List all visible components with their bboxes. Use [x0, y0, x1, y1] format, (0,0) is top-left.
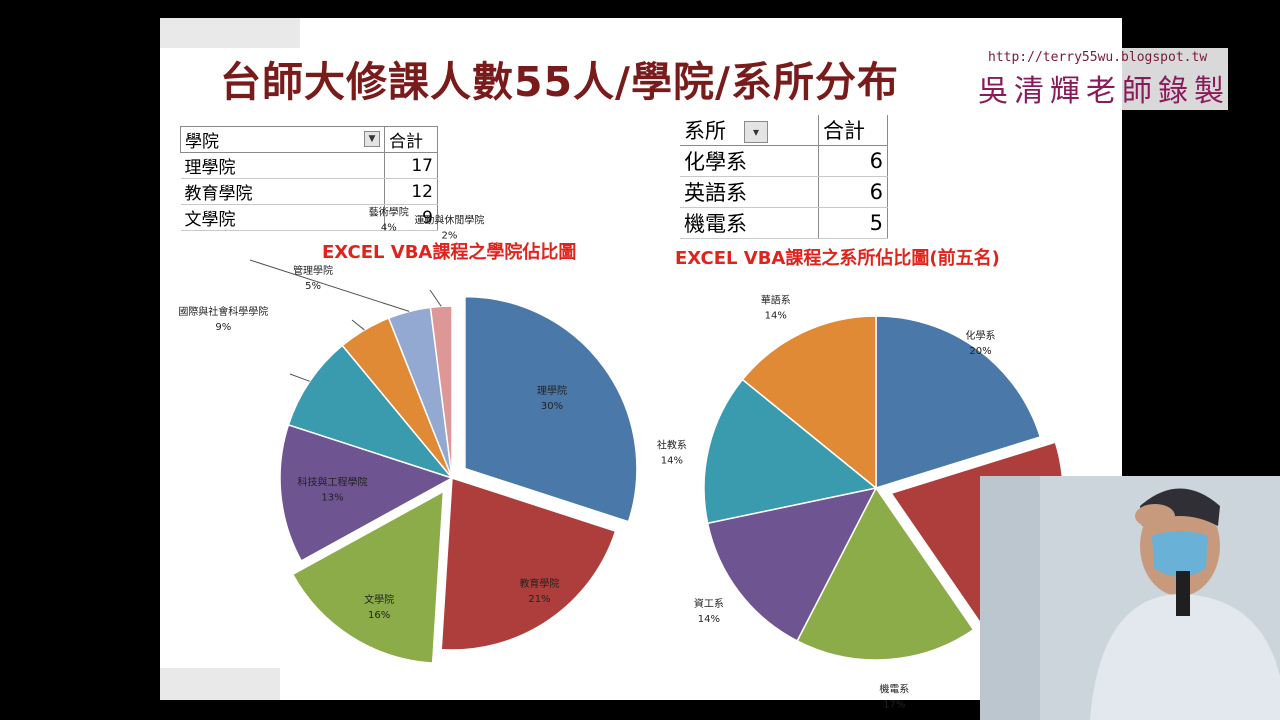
college-slice — [440, 476, 617, 651]
college-slice — [287, 344, 455, 480]
college-chart-title: EXCEL VBA課程之學院佔比圖 — [322, 242, 577, 263]
college-header-cell[interactable]: 學院 ▼ — [180, 126, 385, 153]
college-slice-percent: 21% — [528, 594, 550, 605]
dept-slice-percent: 14% — [698, 614, 720, 625]
college-count: 9 — [384, 204, 438, 231]
college-leader-line — [249, 259, 410, 312]
table-row: 化學系 6 — [680, 145, 888, 177]
college-header-total: 合計 — [384, 126, 438, 153]
presenter-camera-overlay — [980, 476, 1280, 720]
dept-slice — [741, 315, 877, 490]
college-slice — [291, 490, 445, 664]
presenter-image — [980, 476, 1280, 720]
college-pie-chart: 理學院 30% 教育學院 21% 文學院 16% 科技與工程學院 13% 國際與社會科學學院 9%… — [178, 206, 638, 664]
slide-decoration-top — [160, 18, 300, 48]
dept-slice-label: 社教系 — [657, 438, 687, 451]
watermark-url: http://terry55wu.blogspot.tw — [988, 50, 1208, 65]
college-slice — [464, 295, 638, 523]
college-name: 教育學院 — [180, 178, 385, 205]
table-row: 機電系 5 — [680, 207, 888, 239]
college-leader-line — [429, 289, 442, 307]
watermark-signature: 吳清輝老師錄製 — [978, 74, 1230, 109]
college-name: 理學院 — [180, 152, 385, 179]
dept-slice-label: 化學系 — [966, 329, 996, 342]
dept-slice-label: 機電系 — [879, 683, 909, 696]
dept-slice — [875, 315, 1042, 490]
dept-table-header: 系所 ▾ 合計 — [680, 115, 888, 146]
college-slice-percent: 16% — [368, 610, 390, 621]
dept-slice-label: 華語系 — [761, 293, 791, 306]
dept-slice — [796, 486, 975, 661]
table-row: 教育學院 12 — [180, 178, 438, 205]
college-header-label: 學院 — [185, 132, 219, 152]
college-slice-percent: 4% — [381, 223, 397, 234]
dept-header-total: 合計 — [818, 115, 888, 146]
dept-slice-percent: 14% — [765, 310, 787, 321]
college-slice-percent: 2% — [442, 230, 458, 241]
college-leader-line — [289, 373, 310, 382]
college-slice — [279, 423, 454, 562]
slide-title: 台師大修課人數55人/學院/系所分布 — [220, 58, 900, 106]
college-name: 文學院 — [180, 204, 385, 231]
dept-slice-percent: 20% — [969, 346, 991, 357]
slide-decoration-bottom — [160, 668, 280, 700]
college-slice-percent: 9% — [215, 322, 231, 333]
dept-count: 5 — [818, 207, 888, 239]
college-slice-label: 管理學院 — [293, 264, 333, 277]
college-slice-label: 理學院 — [537, 384, 567, 397]
college-slice-percent: 30% — [541, 401, 563, 412]
college-table-header: 學院 ▼ 合計 — [180, 126, 438, 153]
dept-slice-label: 資工系 — [694, 598, 724, 610]
dept-name: 英語系 — [680, 176, 819, 208]
college-slice-label: 國際與社會科學學院 — [178, 305, 268, 318]
dept-pivot-table: 系所 ▾ 合計 化學系 6 英語系 6 機電系 5 — [680, 115, 888, 239]
filter-icon[interactable]: ▾ — [744, 121, 768, 143]
dept-slice-percent: 14% — [661, 455, 683, 466]
dept-slice — [706, 486, 878, 642]
table-row: 英語系 6 — [680, 176, 888, 208]
dept-slice-percent: 17% — [883, 700, 905, 711]
college-count: 12 — [384, 178, 438, 205]
dept-name: 機電系 — [680, 207, 819, 239]
college-slice-label: 科技與工程學院 — [298, 475, 368, 488]
college-slice-label: 文學院 — [364, 593, 394, 606]
dept-count: 6 — [818, 176, 888, 208]
watermark: http://terry55wu.blogspot.tw 吳清輝老師錄製 — [978, 48, 1228, 110]
college-slice-label: 運動與休閒學院 — [414, 213, 484, 226]
dept-count: 6 — [818, 145, 888, 177]
table-row: 文學院 9 — [180, 204, 438, 231]
college-slice-percent: 13% — [321, 492, 343, 503]
college-slice-percent: 5% — [305, 281, 321, 292]
dept-name: 化學系 — [680, 145, 819, 177]
college-slice-label: 教育學院 — [519, 577, 559, 590]
college-leader-line — [351, 319, 365, 331]
dept-slice — [703, 378, 878, 525]
dept-header-cell[interactable]: 系所 ▾ — [680, 115, 819, 146]
college-slice-label: 藝術學院 — [369, 206, 409, 219]
dept-chart-title: EXCEL VBA課程之系所佔比圖(前五名) — [675, 248, 1000, 269]
table-row: 理學院 17 — [180, 152, 438, 179]
college-count: 17 — [384, 152, 438, 179]
dropdown-arrow-icon[interactable]: ▼ — [364, 131, 380, 147]
college-pivot-table: 學院 ▼ 合計 理學院 17 教育學院 12 文學院 9 — [180, 126, 438, 231]
dept-header-label: 系所 — [684, 119, 726, 143]
